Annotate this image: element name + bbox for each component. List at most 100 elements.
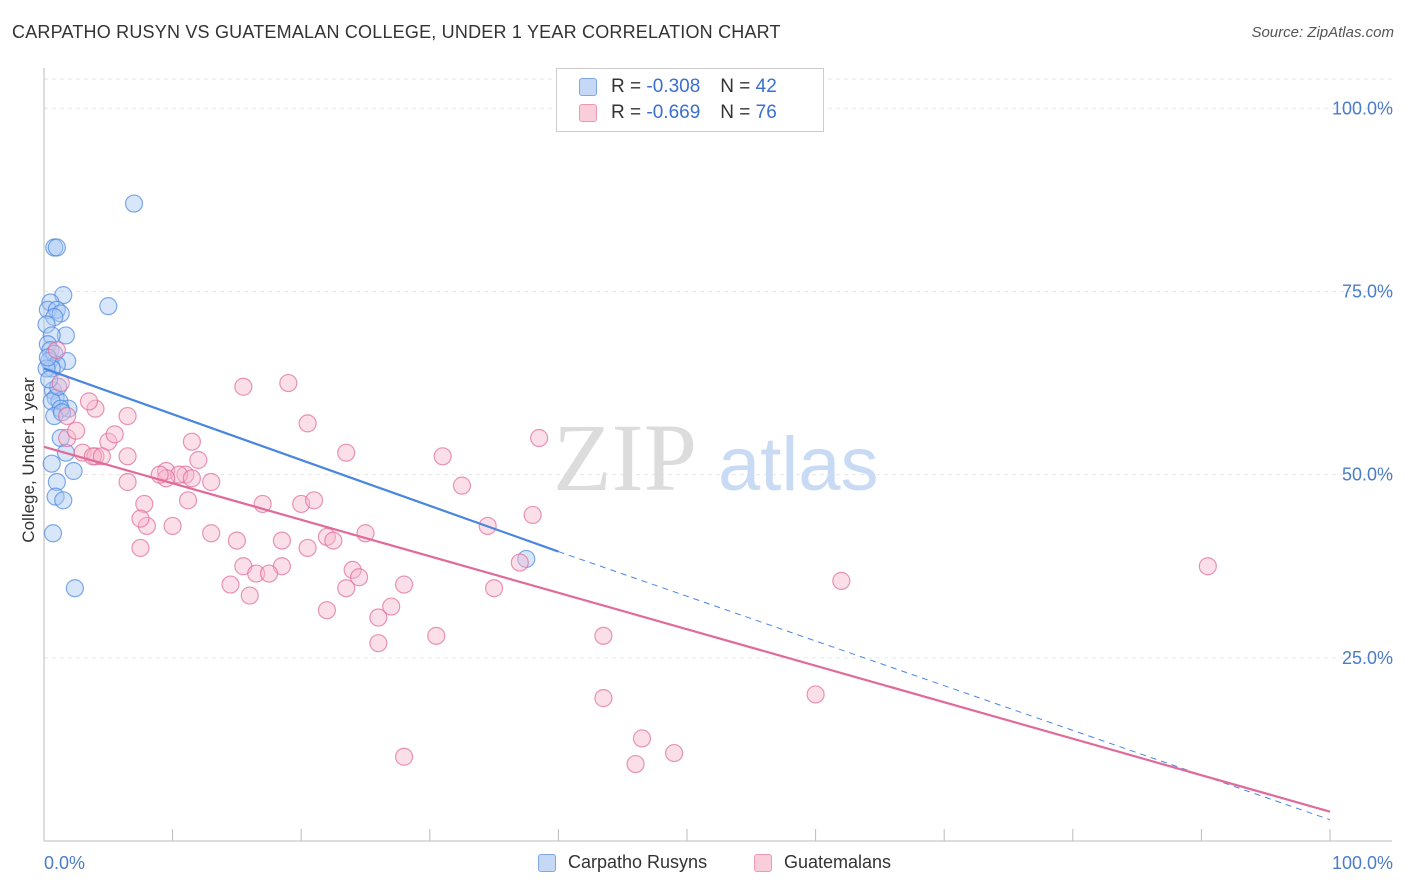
- x-tick-label: 100.0%: [1332, 853, 1393, 873]
- guatemalan-point: [369, 608, 388, 627]
- guatemalan-point: [163, 516, 182, 536]
- guatemalan-point: [189, 450, 208, 470]
- guatemalan-trend-line: [43, 445, 1331, 813]
- guatemalan-point: [317, 601, 337, 620]
- legend-r-label: R =: [611, 76, 642, 97]
- guatemalan-point: [427, 626, 446, 645]
- guatemalan-point: [806, 685, 825, 704]
- guatemalan-point: [47, 340, 66, 360]
- guatemalan-point: [118, 406, 137, 426]
- y-tick-label: 25.0%: [1342, 648, 1393, 668]
- guatemalan-point: [665, 743, 684, 763]
- legend-item-guatemalan: Guatemalans: [754, 852, 891, 873]
- guatemalan-point: [394, 747, 414, 766]
- guatemalan-point: [247, 564, 266, 583]
- chart-title: CARPATHO RUSYN VS GUATEMALAN COLLEGE, UN…: [12, 22, 781, 42]
- carpatho-rusyns-points: [37, 194, 536, 598]
- guatemalan-point: [632, 729, 652, 748]
- legend-r-value: -0.308: [646, 76, 701, 97]
- source-label: Source: ZipAtlas.com: [1251, 24, 1394, 41]
- guatemalan-point: [240, 586, 259, 605]
- carpatho-rusyn-point: [47, 472, 66, 492]
- guatemalan-point: [131, 509, 150, 528]
- legend-swatch-guatemalan: [579, 104, 597, 122]
- guatemalan-point: [67, 421, 86, 440]
- guatemalan-point: [594, 626, 613, 645]
- guatemalan-point: [626, 754, 645, 774]
- watermark-atlas: atlas: [718, 422, 879, 507]
- guatemalan-point: [324, 531, 343, 550]
- guatemalan-point: [832, 571, 851, 590]
- legend-item-carpatho: Carpatho Rusyns: [538, 852, 707, 873]
- y-tick-label: 75.0%: [1342, 281, 1393, 301]
- carpatho-rusyn-point: [54, 491, 73, 510]
- guatemalan-point: [343, 560, 362, 580]
- carpatho-trend-extension: [558, 551, 1331, 821]
- legend-label-guatemalan: Guatemalans: [784, 852, 892, 872]
- guatemalan-point: [221, 575, 240, 594]
- watermark-zip: ZIP: [553, 404, 697, 511]
- carpatho-rusyn-point: [99, 297, 118, 316]
- guatemalan-point: [298, 414, 317, 433]
- guatemalan-point: [227, 531, 246, 550]
- guatemalans-points: [47, 340, 1217, 774]
- legend-swatch-guatemalan: [754, 853, 772, 872]
- guatemalan-point: [58, 406, 77, 426]
- guatemalan-point: [523, 505, 542, 525]
- y-axis-title: College, Under 1 year: [19, 377, 38, 543]
- carpatho-rusyn-point: [124, 194, 144, 213]
- guatemalan-point: [202, 472, 221, 492]
- carpatho-rusyn-point: [37, 315, 56, 334]
- legend-n-label: N =: [720, 76, 751, 97]
- x-tick-label: 0.0%: [44, 853, 85, 873]
- guatemalan-point: [452, 476, 472, 495]
- legend-row-carpatho: R = -0.308 N = 42: [579, 75, 777, 99]
- legend-r-value: -0.669: [646, 102, 701, 123]
- carpatho-rusyn-point: [47, 238, 66, 257]
- legend-row-guatemalan: R = -0.669 N = 76: [579, 101, 777, 125]
- carpatho-rusyn-point: [64, 461, 83, 481]
- guatemalan-point: [1198, 557, 1217, 576]
- legend-n-value: 42: [755, 76, 777, 97]
- guatemalan-point: [259, 564, 279, 583]
- guatemalan-point: [86, 399, 105, 418]
- guatemalan-point: [298, 538, 317, 558]
- guatemalan-point: [394, 575, 414, 594]
- carpatho-rusyn-point: [56, 326, 75, 345]
- legend-label-carpatho: Carpatho Rusyns: [568, 852, 708, 872]
- guatemalan-point: [178, 491, 198, 510]
- trend-lines: [43, 367, 1331, 821]
- guatemalan-point: [182, 469, 201, 488]
- guatemalan-point: [510, 553, 529, 572]
- legend-swatch-carpatho: [538, 853, 556, 872]
- carpatho-rusyn-point: [42, 454, 61, 473]
- guatemalan-point: [279, 373, 298, 393]
- guatemalan-point: [433, 447, 452, 466]
- guatemalan-point: [272, 531, 292, 550]
- carpatho-rusyn-point: [65, 579, 84, 598]
- guatemalan-point: [382, 597, 401, 616]
- guatemalan-point: [118, 447, 137, 466]
- correlation-legend: R = -0.308 N = 42 R = -0.669 N = 76: [556, 68, 824, 132]
- carpatho-rusyn-point: [45, 308, 64, 327]
- guatemalan-point: [79, 392, 99, 411]
- guatemalan-point: [137, 516, 156, 536]
- guatemalan-point: [135, 494, 154, 514]
- guatemalan-point: [337, 579, 356, 598]
- guatemalan-point: [485, 579, 504, 598]
- carpatho-trend-line: [43, 367, 559, 553]
- guatemalan-point: [530, 428, 549, 448]
- legend-n-label: N =: [720, 102, 751, 123]
- legend-n-value: 76: [755, 102, 777, 123]
- watermark: ZIP atlas: [553, 404, 879, 511]
- guatemalan-point: [369, 634, 388, 653]
- legend-r-label: R =: [611, 102, 642, 123]
- y-tick-label: 100.0%: [1332, 98, 1393, 118]
- y-tick-label: 50.0%: [1342, 465, 1393, 485]
- guatemalan-point: [304, 491, 324, 510]
- guatemalan-point: [337, 443, 356, 462]
- guatemalan-point: [182, 432, 201, 451]
- guatemalan-point: [105, 425, 124, 444]
- guatemalan-point: [92, 447, 111, 466]
